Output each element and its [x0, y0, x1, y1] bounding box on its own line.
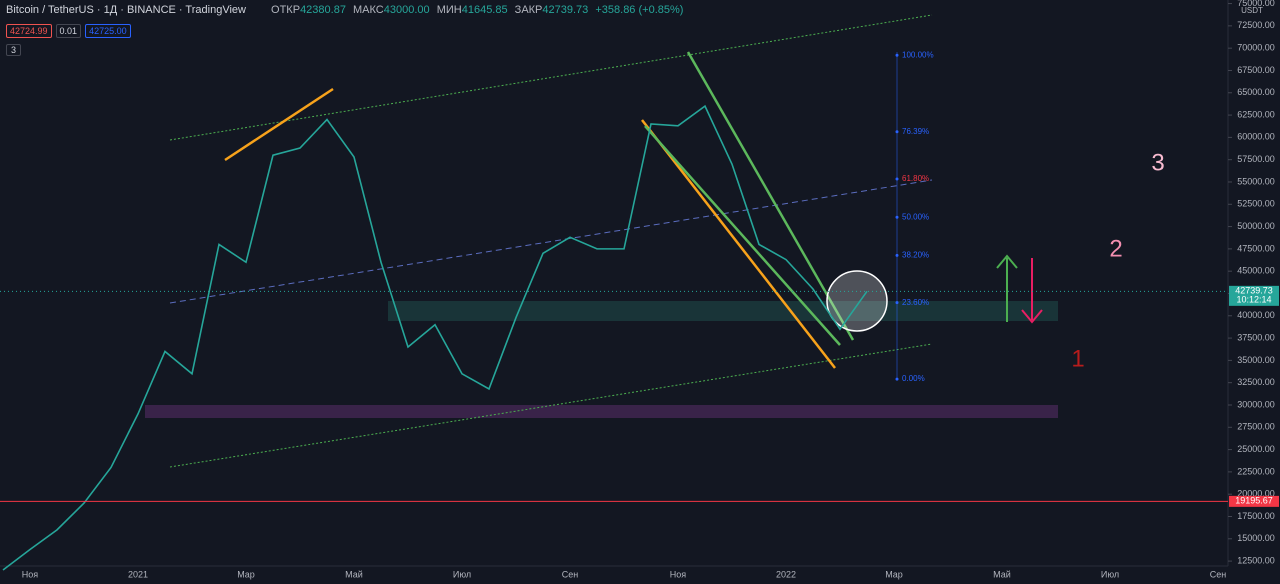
x-tick-label: Мар	[885, 569, 903, 579]
y-tick-label: 57500.00	[1237, 154, 1275, 164]
x-tick-label: Июл	[453, 569, 471, 579]
y-tick-label: 15000.00	[1237, 533, 1275, 543]
fib-point	[895, 253, 899, 257]
sell-button[interactable]: 42724.99	[6, 24, 52, 38]
channel-line	[169, 14, 933, 141]
y-tick-label: 75000.00	[1237, 0, 1275, 8]
annotation: 2	[1109, 235, 1122, 262]
x-tick-label: Ноя	[670, 569, 687, 579]
indicator-toggle[interactable]: 3	[6, 44, 22, 56]
y-tick-label: 35000.00	[1237, 355, 1275, 365]
y-tick-label: 37500.00	[1237, 332, 1275, 342]
annotation: 3	[1151, 149, 1164, 176]
ohlc-value: 42739.73	[542, 4, 589, 16]
x-tick-label: Ноя	[22, 569, 39, 579]
trendline	[641, 119, 836, 369]
x-tick-label: Май	[993, 569, 1011, 579]
currency-label: USDT	[1241, 6, 1263, 15]
buy-button[interactable]: 42725.00	[85, 24, 131, 38]
zone	[388, 301, 1058, 321]
fib-label: 50.00%	[902, 212, 929, 221]
y-tick-label: 30000.00	[1237, 399, 1275, 409]
arrow	[996, 254, 1018, 269]
y-tick-label: 55000.00	[1237, 176, 1275, 186]
y-tick-label: 65000.00	[1237, 87, 1275, 97]
y-tick-label: 47500.00	[1237, 243, 1275, 253]
highlight-circle	[826, 270, 888, 332]
ohlc-label: ОТКР	[271, 4, 301, 16]
y-tick-label: 25000.00	[1237, 444, 1275, 454]
price-line	[2, 104, 868, 571]
fib-point	[895, 177, 899, 181]
fib-point	[895, 130, 899, 134]
fib-label: 100.00%	[902, 50, 934, 59]
y-tick-label: 45000.00	[1237, 266, 1275, 276]
y-tick-label: 32500.00	[1237, 377, 1275, 387]
fib-label: 61.80%	[902, 174, 929, 183]
x-tick-label: Июл	[1101, 569, 1119, 579]
x-tick-label: 2021	[128, 569, 148, 579]
arrow	[1021, 309, 1043, 324]
y-tick-label: 70000.00	[1237, 43, 1275, 53]
x-tick-label: 2022	[776, 569, 796, 579]
fib-point	[895, 301, 899, 305]
header: Bitcoin / TetherUS · 1Д · BINANCE · Trad…	[6, 4, 683, 16]
x-tick-label: Мар	[237, 569, 255, 579]
channel-line	[169, 179, 933, 304]
y-tick-label: 67500.00	[1237, 65, 1275, 75]
fib-point	[895, 377, 899, 381]
y-tick-label: 52500.00	[1237, 199, 1275, 209]
x-tick-label: Май	[345, 569, 363, 579]
channel-line	[169, 343, 933, 468]
quantity[interactable]: 0.01	[55, 24, 82, 38]
ohlc-value: 43000.00	[383, 4, 430, 16]
fib-label: 23.60%	[902, 298, 929, 307]
order-panel: 42724.99 0.01 42725.00	[6, 24, 131, 38]
ohlc-label: МАКС	[353, 4, 384, 16]
fib-point	[895, 53, 899, 57]
annotation: 1	[1071, 345, 1084, 372]
symbol: Bitcoin / TetherUS · 1Д · BINANCE · Trad…	[6, 4, 246, 16]
fib-point	[895, 215, 899, 219]
fib-label: 38.20%	[902, 251, 929, 260]
y-tick-label: 40000.00	[1237, 310, 1275, 320]
trendline	[644, 125, 841, 346]
ohlc-label: ЗАКР	[514, 4, 543, 16]
y-tick-label: 72500.00	[1237, 20, 1275, 30]
y-tick-label: 60000.00	[1237, 132, 1275, 142]
price-tag-label: 19195.67	[1235, 496, 1273, 506]
price-tag	[1229, 285, 1279, 306]
countdown: 10:12:14	[1236, 295, 1271, 305]
y-tick-label: 17500.00	[1237, 511, 1275, 521]
y-tick-label: 27500.00	[1237, 422, 1275, 432]
y-tick-label: 22500.00	[1237, 466, 1275, 476]
y-tick-label: 20000.00	[1237, 489, 1275, 499]
price-tag	[1229, 495, 1279, 507]
y-tick-label: 62500.00	[1237, 109, 1275, 119]
ohlc-value: 41645.85	[461, 4, 508, 16]
change: +358.86 (+0.85%)	[595, 4, 684, 16]
y-tick-label: 12500.00	[1237, 555, 1275, 565]
ohlc-value: 42380.87	[300, 4, 346, 16]
trendline	[224, 87, 334, 162]
x-tick-label: Сен	[562, 569, 579, 579]
ohlc-label: МИН	[436, 4, 462, 16]
fib-label: 76.39%	[902, 127, 929, 136]
fib-label: 0.00%	[902, 374, 925, 383]
price-tag-label: 42739.73	[1235, 286, 1273, 296]
zone	[145, 405, 1058, 418]
x-tick-label: Сен	[1210, 569, 1227, 579]
trendline	[686, 51, 855, 341]
y-tick-label: 50000.00	[1237, 221, 1275, 231]
